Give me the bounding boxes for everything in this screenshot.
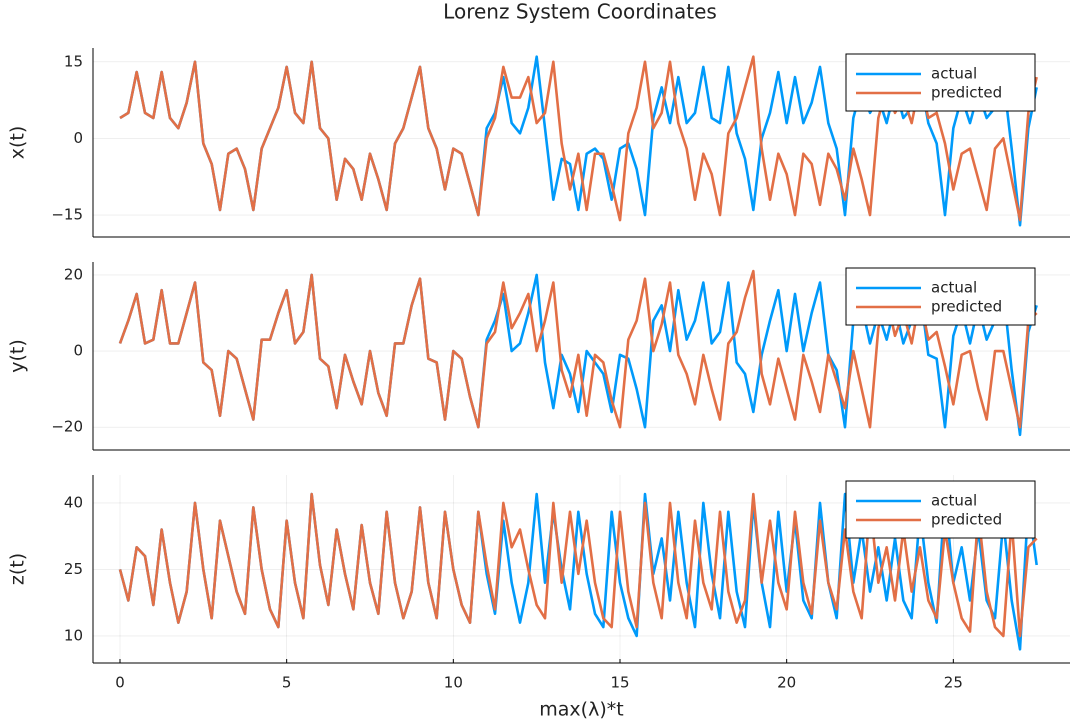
legend-box <box>845 480 1036 539</box>
y-tick-label: −15 <box>51 206 83 224</box>
y-tick-label: 0 <box>73 342 83 360</box>
y-axis-label: x(t) <box>7 126 29 160</box>
series-line <box>118 492 1038 638</box>
y-tick-label: 20 <box>64 265 83 283</box>
legend-box <box>845 53 1036 112</box>
x-tick-label: 0 <box>115 674 125 692</box>
y-tick-label: 15 <box>64 52 83 70</box>
y-tick-label: 40 <box>64 493 83 511</box>
y-axis-label: y(t) <box>7 339 29 373</box>
y-tick-label: 25 <box>64 560 83 578</box>
y-tick-label: 10 <box>64 626 83 644</box>
legend-label: actual <box>931 65 977 83</box>
x-tick-label: 15 <box>610 674 629 692</box>
legend-label: predicted <box>931 511 1002 529</box>
y-axis-label: z(t) <box>7 553 29 585</box>
subplot: 10 25 40 0 5 10 15 20 25 z(t) max(λ)*t actualpredic… <box>7 475 1070 720</box>
y-tick-label: −20 <box>51 418 83 436</box>
chart-title: Lorenz System Coordinates <box>443 0 717 24</box>
x-tick-label: 25 <box>944 674 963 692</box>
legend-label: actual <box>931 492 977 510</box>
x-axis-label: max(λ)*t <box>539 699 623 720</box>
x-tick-label: 20 <box>777 674 796 692</box>
y-tick-label: 0 <box>73 129 83 147</box>
legend-box <box>845 267 1036 326</box>
legend-label: predicted <box>931 298 1002 316</box>
x-tick-label: 5 <box>282 674 292 692</box>
legend-label: predicted <box>931 84 1002 102</box>
x-tick-label: 10 <box>444 674 463 692</box>
legend-label: actual <box>931 279 977 297</box>
